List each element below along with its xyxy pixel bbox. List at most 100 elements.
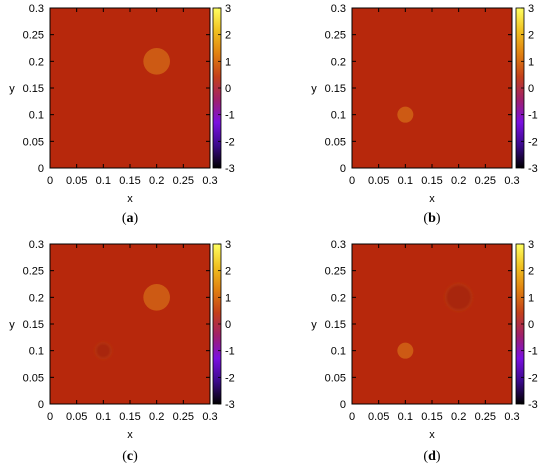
- x-tick-label: 0.05: [66, 411, 87, 423]
- y-tick-label: 0.05: [325, 136, 346, 148]
- x-tick-label: 0: [349, 175, 355, 187]
- chart-panel-a: 0 0.05 0.1 0.15 0.2 0.25 0.3 0 0.05 0.1 0.15 0.2 0.2…: [9, 3, 235, 226]
- colorbar-tick-label: 0: [528, 319, 534, 331]
- panel-caption: (b): [423, 211, 440, 226]
- y-tick-label: 0.3: [29, 3, 44, 15]
- caption-letter: c: [127, 449, 133, 464]
- colorbar-tick-label: 2: [225, 30, 231, 42]
- y-tick-label: 0.2: [29, 292, 44, 304]
- x-tick-label: 0.05: [368, 411, 389, 423]
- y-tick-label: 0.1: [29, 110, 44, 122]
- x-tick-label: 0.15: [119, 411, 140, 423]
- y-tick-label: 0.15: [325, 319, 346, 331]
- chart-panel-c: 0 0.05 0.1 0.15 0.2 0.25 0.3 0 0.05 0.1 0.15 0.2 0.2…: [9, 239, 235, 464]
- colorbar-tick-label: 0: [225, 319, 231, 331]
- caption-close-paren: ): [436, 211, 441, 226]
- x-axis-label: x: [127, 429, 133, 441]
- y-tick-label: 0: [340, 163, 346, 175]
- colorbar-tick-label: -3: [528, 163, 538, 175]
- colorbar-tick-label: 2: [528, 266, 534, 278]
- y-tick-label: 0.15: [23, 319, 44, 331]
- x-tick-label: 0.2: [149, 411, 164, 423]
- colorbar-tick-label: 0: [528, 83, 534, 95]
- y-axis-label: y: [9, 83, 15, 95]
- y-tick-label: 0.05: [325, 372, 346, 384]
- caption-letter: a: [127, 211, 134, 226]
- colorbar-tick-label: 3: [225, 239, 231, 251]
- y-axis-label: y: [311, 83, 317, 95]
- chart-panel-d: 0 0.05 0.1 0.15 0.2 0.25 0.3 0 0.05 0.1 0.15 0.2 0.2…: [311, 239, 538, 464]
- y-tick-label: 0.25: [325, 30, 346, 42]
- colorbar-tick-label: 2: [528, 30, 534, 42]
- x-tick-label: 0.05: [368, 175, 389, 187]
- heatmap-circle: [397, 342, 414, 359]
- caption-close-paren: ): [134, 211, 139, 226]
- y-tick-label: 0: [38, 399, 44, 411]
- x-tick-label: 0.25: [173, 411, 194, 423]
- heatmap-circle-faint: [94, 342, 112, 360]
- x-tick-label: 0.1: [398, 175, 413, 187]
- x-tick-label: 0.3: [504, 411, 519, 423]
- colorbar-tick-label: -1: [528, 346, 538, 358]
- colorbar-tick-label: -2: [528, 136, 538, 148]
- x-tick-label: 0.15: [421, 175, 442, 187]
- colorbar-tick-label: -3: [225, 399, 235, 411]
- panel-caption: (c): [122, 449, 138, 464]
- heatmap-field: [352, 8, 512, 168]
- caption-open-paren: (: [423, 449, 428, 464]
- y-tick-label: 0.05: [23, 372, 44, 384]
- y-tick-label: 0.15: [325, 83, 346, 95]
- x-tick-label: 0.2: [451, 175, 466, 187]
- heatmap-circle: [143, 48, 171, 75]
- y-tick-label: 0: [340, 399, 346, 411]
- x-tick-label: 0.3: [202, 175, 217, 187]
- colorbar-tick-label: 1: [528, 56, 534, 68]
- panel-caption: (d): [423, 449, 440, 464]
- y-tick-label: 0.25: [23, 266, 44, 278]
- x-tick-label: 0.15: [421, 411, 442, 423]
- x-tick-label: 0.25: [173, 175, 194, 187]
- y-tick-label: 0.05: [23, 136, 44, 148]
- y-tick-label: 0.25: [23, 30, 44, 42]
- caption-letter: d: [428, 449, 436, 464]
- chart-panel-b: 0 0.05 0.1 0.15 0.2 0.25 0.3 0 0.05 0.1 0.15 0.2 0.2…: [311, 3, 538, 226]
- colorbar-tick-label: -2: [225, 136, 235, 148]
- heatmap-circle: [397, 106, 414, 123]
- x-tick-label: 0: [47, 175, 53, 187]
- x-tick-label: 0.3: [504, 175, 519, 187]
- x-tick-label: 0.25: [475, 175, 496, 187]
- colorbar-tick-label: 1: [528, 292, 534, 304]
- heatmap-field: [50, 244, 210, 404]
- colorbar-tick-label: 1: [225, 56, 231, 68]
- colorbar-tick-label: -2: [528, 372, 538, 384]
- y-tick-label: 0.25: [325, 266, 346, 278]
- heatmap-field: [352, 244, 512, 404]
- y-axis-label: y: [311, 319, 317, 331]
- x-tick-label: 0.3: [202, 411, 217, 423]
- x-tick-label: 0: [349, 411, 355, 423]
- y-tick-label: 0.3: [331, 3, 346, 15]
- x-tick-label: 0.25: [475, 411, 496, 423]
- x-tick-label: 0.2: [149, 175, 164, 187]
- y-axis-label: y: [9, 319, 15, 331]
- colorbar-tick-label: 3: [225, 3, 231, 15]
- x-axis-label: x: [429, 429, 435, 441]
- y-tick-label: 0.1: [29, 346, 44, 358]
- y-tick-label: 0: [38, 163, 44, 175]
- colorbar-tick-label: 1: [225, 292, 231, 304]
- x-tick-label: 0.1: [96, 175, 111, 187]
- y-tick-label: 0.15: [23, 83, 44, 95]
- x-tick-label: 0.2: [451, 411, 466, 423]
- colorbar-tick-label: -2: [225, 372, 235, 384]
- caption-letter: b: [428, 211, 436, 226]
- heatmap-field: [50, 8, 210, 168]
- colorbar-tick-label: -3: [225, 163, 235, 175]
- colorbar-tick-label: 0: [225, 83, 231, 95]
- colorbar-tick-label: 3: [528, 239, 534, 251]
- caption-close-paren: ): [133, 449, 138, 464]
- colorbar-tick-label: -1: [225, 346, 235, 358]
- heatmap-circle: [143, 284, 171, 311]
- colorbar-tick-label: -1: [528, 110, 538, 122]
- y-tick-label: 0.2: [331, 292, 346, 304]
